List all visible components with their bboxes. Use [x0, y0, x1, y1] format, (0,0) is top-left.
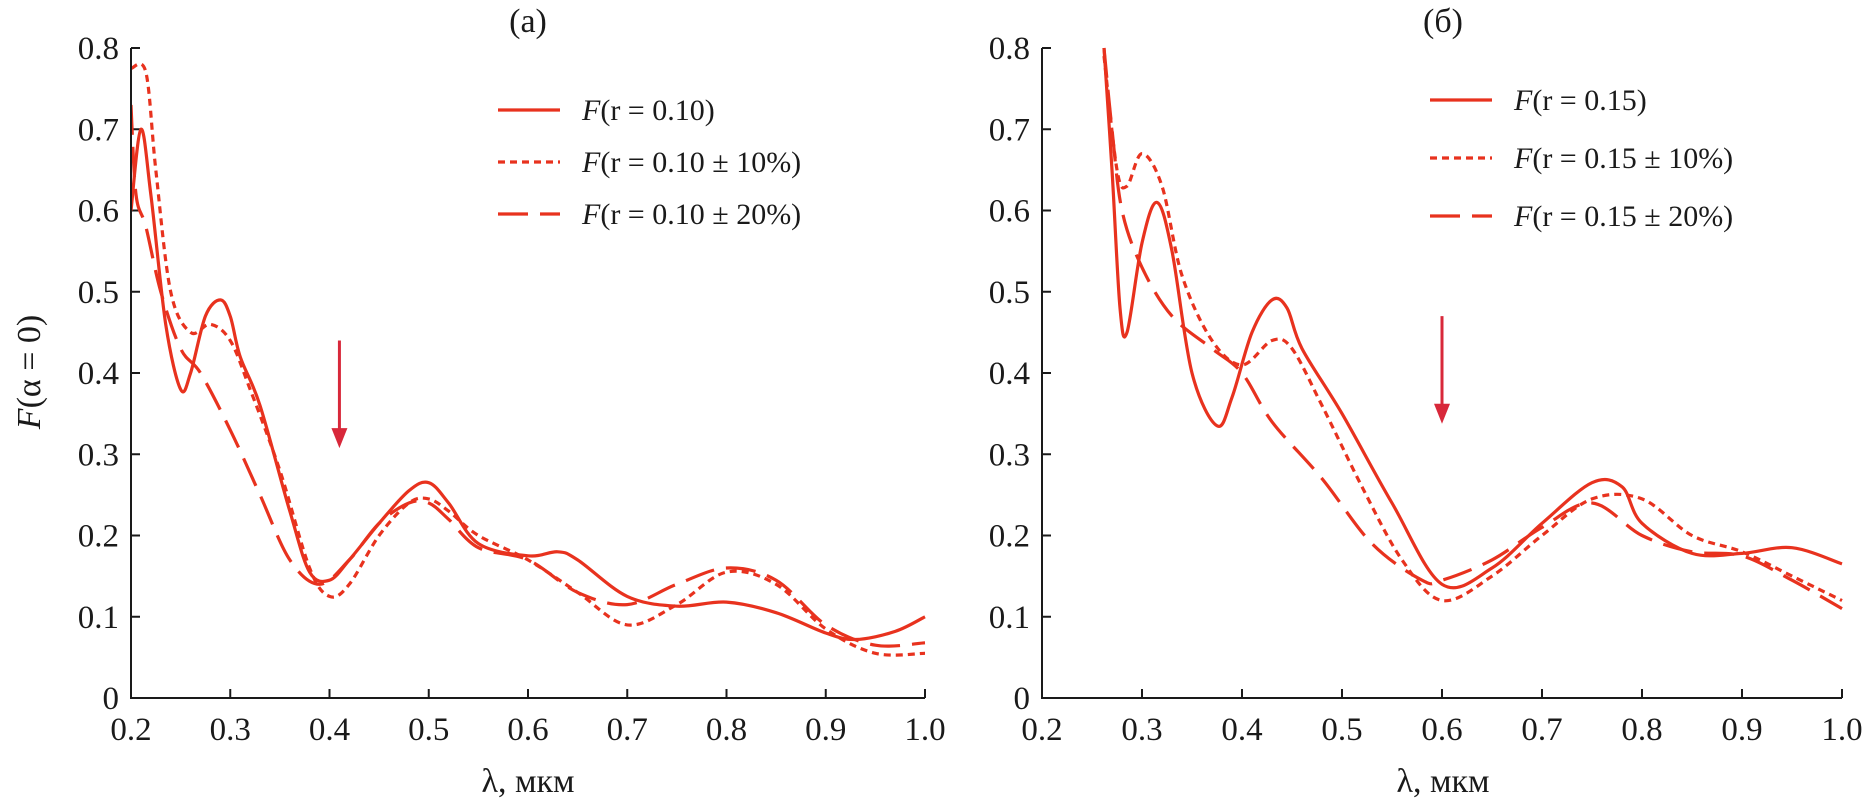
series-line-dotted — [131, 62, 926, 657]
legend-entry-symbol: F — [581, 198, 601, 231]
panel-a-x-ticks: 0.2 0.3 0.4 0.5 0.6 0.7 0.8 0.9 1.0 — [110, 689, 946, 748]
y-tick-label: 0.3 — [78, 437, 119, 473]
arrow-marker — [331, 340, 348, 449]
legend-entry: F(r = 0.10 ± 20%) — [581, 198, 801, 231]
y-tick-label: 0 — [1014, 681, 1031, 717]
series-line-solid — [131, 127, 926, 642]
x-tick-label: 0.9 — [805, 712, 846, 748]
x-tick-label: 0.3 — [210, 712, 251, 748]
arrow-head — [1434, 403, 1450, 424]
x-tick-label: 0.3 — [1121, 712, 1162, 748]
x-tick-label: 0.7 — [607, 712, 648, 748]
panel-a-axes — [130, 48, 925, 699]
panel-b-x-ticks: 0.2 0.3 0.4 0.5 0.6 0.7 0.8 0.9 1.0 — [1021, 689, 1863, 748]
legend-entry-text: (r = 0.10) — [600, 94, 714, 127]
legend-entry-symbol: F — [1513, 200, 1533, 233]
y-tick-label: 0.1 — [78, 600, 119, 636]
panel-a-legend: F(r = 0.10)F(r = 0.10 ± 10%)F(r = 0.10 ±… — [498, 94, 801, 231]
panel-b-x-axis-label: λ, мкм — [1396, 763, 1489, 800]
series-line-solid — [1102, 47, 1843, 590]
arrow-head — [331, 428, 348, 449]
y-tick-label: 0.8 — [989, 31, 1030, 67]
series-line-dashed — [1102, 47, 1843, 610]
legend-entry-symbol: F — [1513, 84, 1533, 117]
x-tick-label: 0.8 — [1621, 712, 1662, 748]
x-tick-label: 0.8 — [706, 712, 747, 748]
legend-entry-text: (r = 0.15 ± 20%) — [1532, 200, 1733, 233]
panel-b-y-ticks: 0 0.1 0.2 0.3 0.4 0.5 0.6 0.7 0.8 — [989, 31, 1051, 717]
x-tick-label: 0.5 — [1321, 712, 1362, 748]
y-tick-label: 0.7 — [78, 112, 119, 148]
y-tick-label: 0.8 — [78, 31, 119, 67]
panel-b: (б) 00.10.20.30.40.50.60.70.8 0.2 0.3 0.4 0… — [989, 3, 1863, 800]
legend-entry: F(r = 0.10 ± 10%) — [581, 146, 801, 179]
legend-entry-text: (r = 0.10 ± 10%) — [600, 146, 801, 179]
y-tick-label: 0.2 — [78, 519, 119, 555]
legend-entry: F(r = 0.15) — [1513, 84, 1647, 117]
legend-entry-symbol: F — [581, 94, 601, 127]
y-tick-label: 0.1 — [989, 600, 1030, 636]
y-tick-label: 0.5 — [989, 275, 1030, 311]
legend-entry: F(r = 0.10) — [581, 94, 715, 127]
y-tick-label: 0 — [103, 681, 120, 717]
y-tick-label: 0.7 — [989, 112, 1030, 148]
x-tick-label: 0.7 — [1521, 712, 1562, 748]
legend-entry-symbol: F — [581, 146, 601, 179]
x-tick-label: 0.5 — [408, 712, 449, 748]
x-tick-label: 1.0 — [904, 712, 945, 748]
panel-a-x-axis-label: λ, мкм — [481, 763, 574, 800]
panel-b-title: (б) — [1423, 3, 1463, 40]
legend-entry-text: (r = 0.10 ± 20%) — [600, 198, 801, 231]
y-tick-label: 0.5 — [78, 275, 119, 311]
arrow-marker — [1434, 316, 1450, 424]
y-tick-label: 0.4 — [78, 356, 119, 392]
x-tick-label: 0.2 — [110, 712, 151, 748]
y-axis-label-rest: (α = 0) — [11, 315, 48, 409]
legend-entry: F(r = 0.15 ± 10%) — [1513, 142, 1733, 175]
x-tick-label: 0.9 — [1721, 712, 1762, 748]
legend-entry-symbol: F — [1513, 142, 1533, 175]
y-tick-label: 0.3 — [989, 437, 1030, 473]
panel-a: (а) 00.10.20.30.40.50.60.70.8 0.2 0.3 0.4 0… — [78, 3, 946, 800]
legend-entry-text: (r = 0.15) — [1532, 84, 1646, 117]
x-tick-label: 1.0 — [1821, 712, 1862, 748]
panel-a-plot-area — [131, 62, 926, 657]
y-tick-label: 0.4 — [989, 356, 1030, 392]
legend-entry: F(r = 0.15 ± 20%) — [1513, 200, 1733, 233]
series-line-dashed — [131, 104, 926, 648]
x-tick-label: 0.2 — [1021, 712, 1062, 748]
panel-b-plot-area — [1102, 47, 1843, 610]
x-tick-label: 0.4 — [309, 712, 350, 748]
y-axis-label: F(α = 0) — [11, 315, 48, 430]
panel-b-legend: F(r = 0.15)F(r = 0.15 ± 10%)F(r = 0.15 ±… — [1430, 84, 1733, 233]
panel-b-axes — [1041, 48, 1842, 699]
x-tick-label: 0.6 — [507, 712, 548, 748]
panel-a-title: (а) — [509, 3, 547, 40]
y-tick-label: 0.6 — [989, 194, 1030, 230]
series-line-dotted — [1102, 55, 1843, 603]
x-tick-label: 0.6 — [1421, 712, 1462, 748]
x-tick-label: 0.4 — [1221, 712, 1262, 748]
legend-entry-text: (r = 0.15 ± 10%) — [1532, 142, 1733, 175]
y-axis-label-symbol: F — [11, 407, 48, 430]
y-tick-label: 0.6 — [78, 194, 119, 230]
y-tick-label: 0.2 — [989, 519, 1030, 555]
